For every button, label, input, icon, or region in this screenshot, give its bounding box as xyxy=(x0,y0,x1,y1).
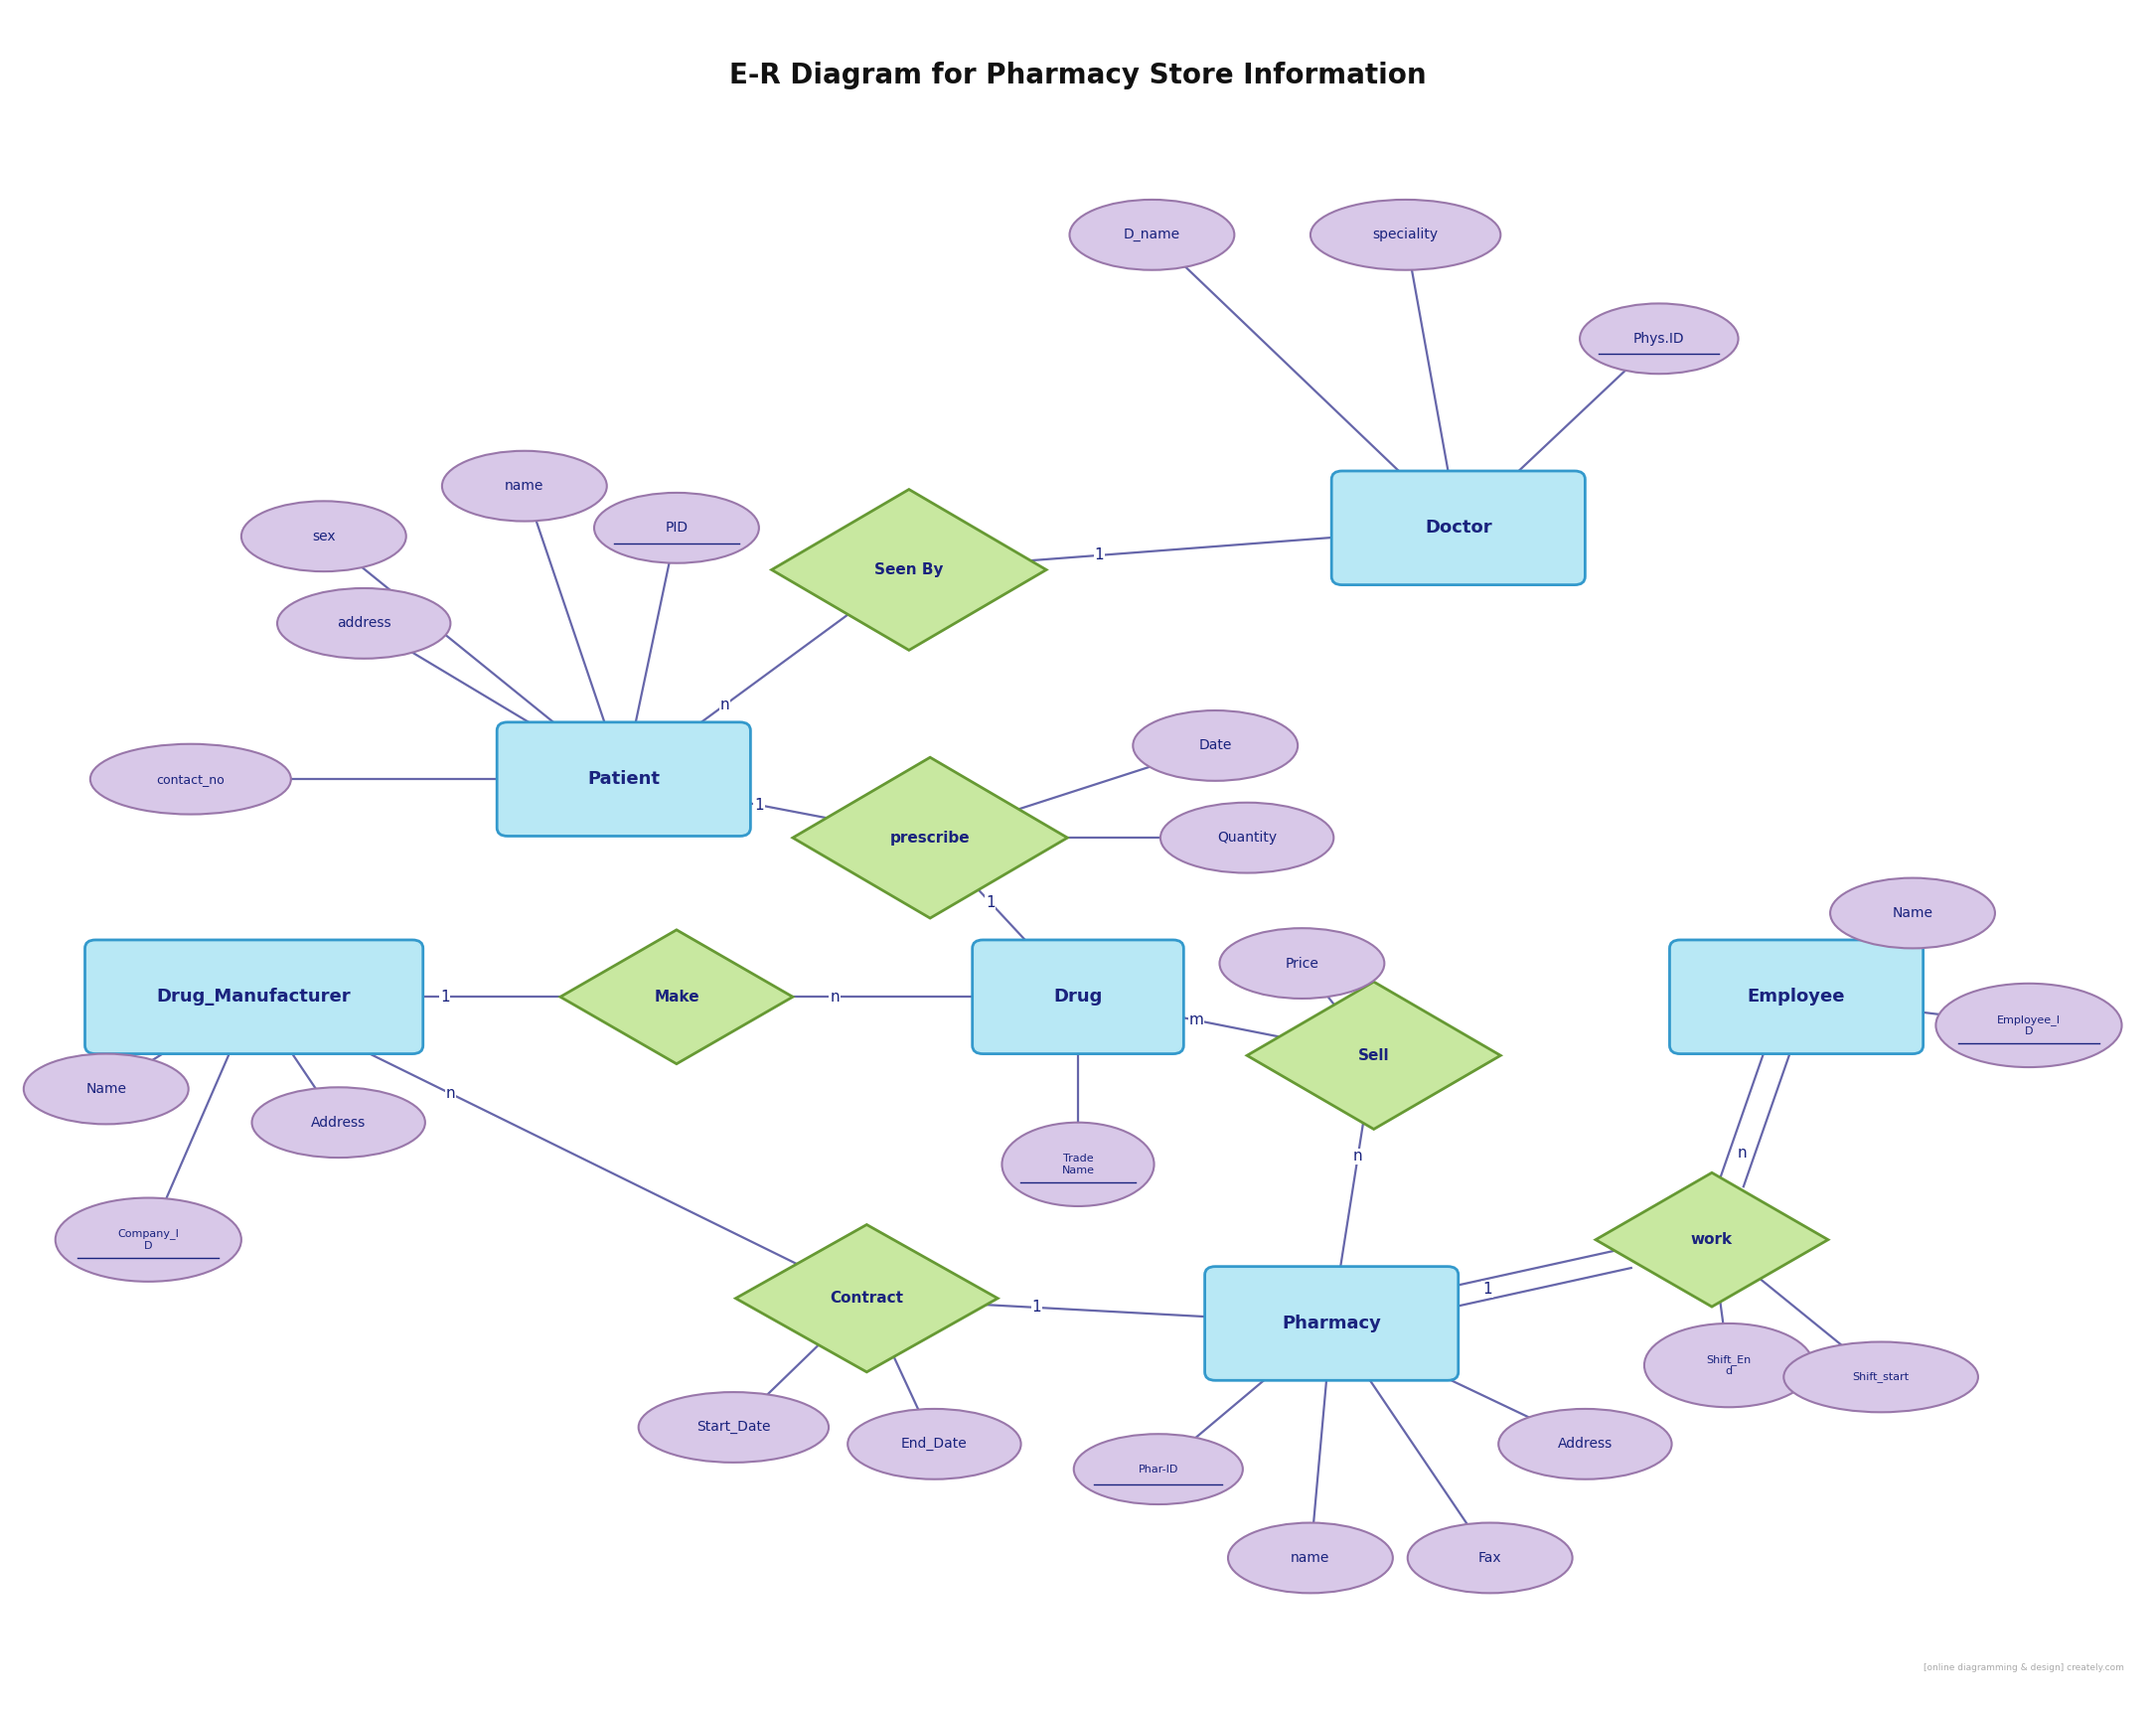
Text: 1: 1 xyxy=(1483,1282,1492,1297)
Text: n: n xyxy=(720,697,729,713)
Ellipse shape xyxy=(638,1393,828,1463)
Ellipse shape xyxy=(1830,878,1994,948)
Ellipse shape xyxy=(91,743,291,813)
Text: sex: sex xyxy=(313,530,336,543)
Text: Address: Address xyxy=(1557,1437,1613,1451)
Text: Drug_Manufacturer: Drug_Manufacturer xyxy=(157,988,351,1007)
Ellipse shape xyxy=(24,1054,188,1125)
Polygon shape xyxy=(772,489,1046,649)
Text: Doctor: Doctor xyxy=(1425,520,1492,537)
Text: 1: 1 xyxy=(440,990,451,1005)
Text: Start_Date: Start_Date xyxy=(696,1420,770,1434)
Polygon shape xyxy=(793,757,1067,918)
Text: 1: 1 xyxy=(1033,1301,1041,1314)
FancyBboxPatch shape xyxy=(84,940,423,1054)
Text: Price: Price xyxy=(1285,957,1319,971)
Text: 1: 1 xyxy=(755,798,763,812)
Ellipse shape xyxy=(442,451,606,521)
FancyBboxPatch shape xyxy=(972,940,1184,1054)
Text: Phar-ID: Phar-ID xyxy=(1138,1465,1179,1475)
Ellipse shape xyxy=(1220,928,1384,998)
Ellipse shape xyxy=(1074,1434,1242,1504)
Text: n: n xyxy=(446,1085,455,1101)
Ellipse shape xyxy=(1160,803,1335,873)
Text: name: name xyxy=(1291,1552,1330,1565)
FancyBboxPatch shape xyxy=(1669,940,1923,1054)
Text: Sell: Sell xyxy=(1358,1048,1388,1063)
Ellipse shape xyxy=(241,501,405,571)
Text: m: m xyxy=(1190,1013,1203,1027)
Text: Pharmacy: Pharmacy xyxy=(1283,1314,1382,1333)
Ellipse shape xyxy=(1936,983,2122,1066)
Text: Drug: Drug xyxy=(1054,988,1102,1007)
Text: Employee: Employee xyxy=(1749,988,1846,1007)
Text: Date: Date xyxy=(1199,738,1231,752)
Text: address: address xyxy=(336,617,390,631)
Text: prescribe: prescribe xyxy=(890,831,970,846)
Ellipse shape xyxy=(847,1408,1022,1480)
Text: Shift_En
d: Shift_En d xyxy=(1705,1354,1751,1376)
Text: n: n xyxy=(1738,1147,1746,1160)
Ellipse shape xyxy=(1408,1523,1572,1593)
Ellipse shape xyxy=(1580,304,1738,374)
Ellipse shape xyxy=(1132,711,1298,781)
FancyBboxPatch shape xyxy=(1332,472,1585,584)
Text: Contract: Contract xyxy=(830,1290,903,1306)
Text: End_Date: End_Date xyxy=(901,1437,968,1451)
Text: n: n xyxy=(1354,1148,1363,1164)
Text: contact_no: contact_no xyxy=(157,772,224,786)
Ellipse shape xyxy=(278,588,451,658)
Text: Seen By: Seen By xyxy=(875,562,944,578)
Text: Shift_start: Shift_start xyxy=(1852,1372,1910,1383)
Ellipse shape xyxy=(1229,1523,1393,1593)
Text: D_name: D_name xyxy=(1123,227,1179,241)
Text: PID: PID xyxy=(664,521,688,535)
FancyBboxPatch shape xyxy=(1205,1266,1457,1381)
Text: Company_I
D: Company_I D xyxy=(119,1229,179,1251)
Text: n: n xyxy=(830,990,839,1005)
Ellipse shape xyxy=(1645,1323,1813,1407)
Ellipse shape xyxy=(1069,200,1235,270)
Text: work: work xyxy=(1690,1232,1733,1248)
Text: Name: Name xyxy=(86,1082,127,1095)
Ellipse shape xyxy=(56,1198,241,1282)
Ellipse shape xyxy=(1498,1408,1671,1480)
Polygon shape xyxy=(561,930,793,1063)
Text: Address: Address xyxy=(310,1116,367,1130)
Ellipse shape xyxy=(1783,1342,1977,1412)
Text: Employee_I
D: Employee_I D xyxy=(1996,1013,2061,1037)
Text: 1: 1 xyxy=(1095,549,1104,562)
Ellipse shape xyxy=(252,1087,425,1157)
Text: [online diagramming & design] creately.com: [online diagramming & design] creately.c… xyxy=(1923,1663,2124,1671)
Text: Fax: Fax xyxy=(1479,1552,1503,1565)
Polygon shape xyxy=(1246,981,1501,1130)
Text: E-R Diagram for Pharmacy Store Information: E-R Diagram for Pharmacy Store Informati… xyxy=(729,62,1427,89)
Text: Quantity: Quantity xyxy=(1218,831,1276,844)
Polygon shape xyxy=(1595,1172,1828,1307)
Text: Make: Make xyxy=(653,990,699,1005)
Ellipse shape xyxy=(1311,200,1501,270)
Text: speciality: speciality xyxy=(1373,227,1438,241)
Ellipse shape xyxy=(1003,1123,1153,1207)
Polygon shape xyxy=(735,1225,998,1372)
Text: Name: Name xyxy=(1893,906,1934,919)
Text: 1: 1 xyxy=(985,896,996,911)
FancyBboxPatch shape xyxy=(496,723,750,836)
Text: Phys.ID: Phys.ID xyxy=(1634,332,1684,345)
Ellipse shape xyxy=(595,492,759,562)
Text: Trade
Name: Trade Name xyxy=(1061,1154,1095,1176)
Text: name: name xyxy=(505,479,543,492)
Text: Patient: Patient xyxy=(586,771,660,788)
